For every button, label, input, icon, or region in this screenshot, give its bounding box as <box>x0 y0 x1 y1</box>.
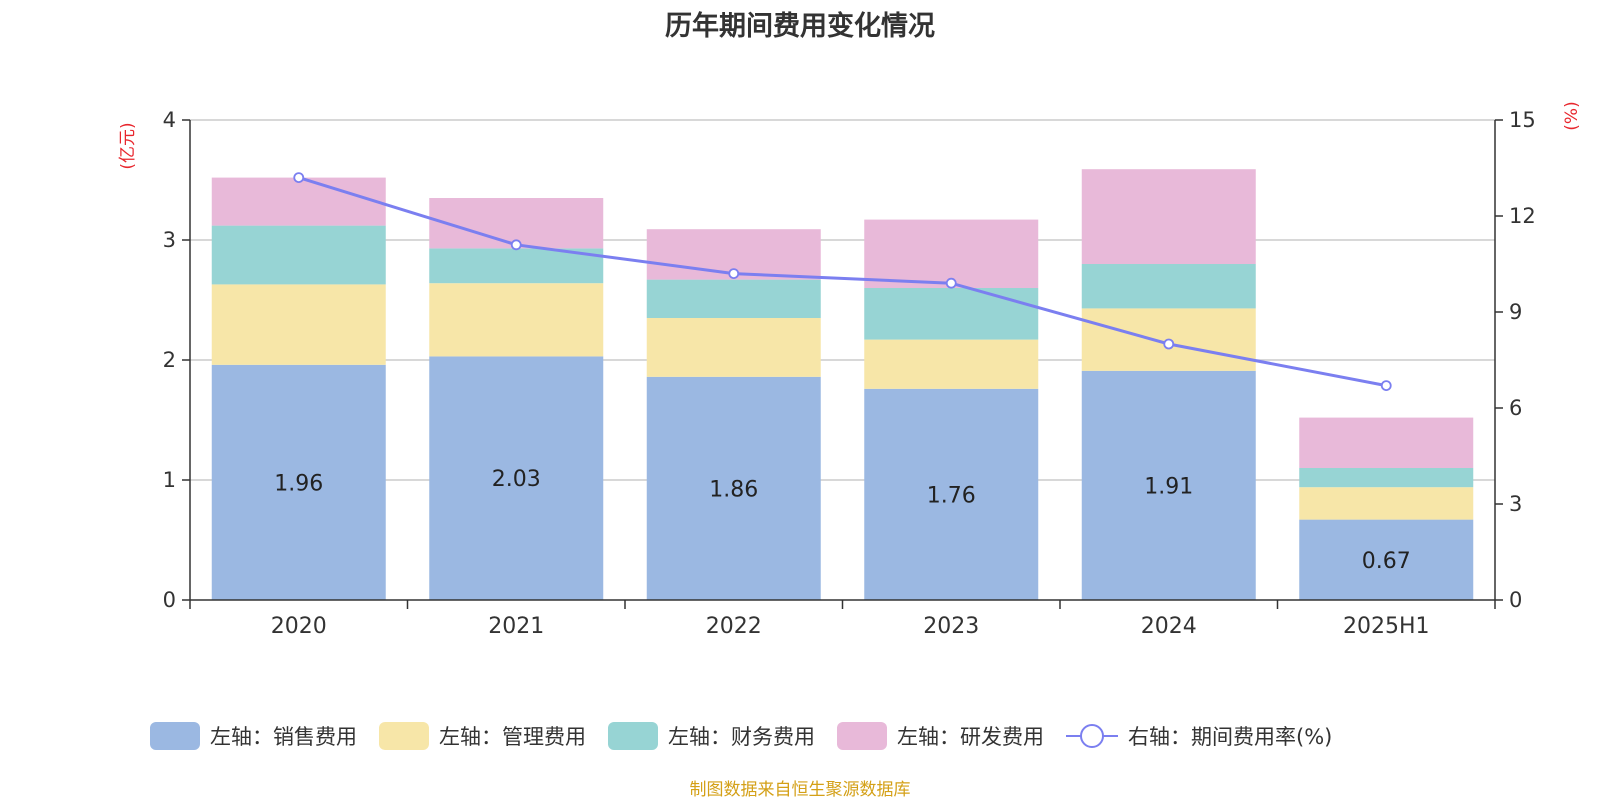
bar-segment <box>211 177 386 226</box>
bars <box>211 169 1474 600</box>
rate-point <box>293 172 305 184</box>
legend-swatch <box>150 722 200 750</box>
data-label: 1.86 <box>709 477 758 502</box>
bar-segment <box>1299 468 1474 488</box>
legend-line-icon <box>1066 724 1118 748</box>
rate-point <box>728 268 740 280</box>
x-tick-label: 2020 <box>271 614 327 639</box>
legend-item[interactable]: 左轴：财务费用 <box>608 721 815 751</box>
x-tick-label: 2021 <box>488 614 544 639</box>
left-tick-label: 0 <box>163 588 176 612</box>
bar-segment <box>1081 370 1256 600</box>
left-axis-unit: (亿元) <box>118 122 138 169</box>
legend-swatch <box>379 722 429 750</box>
bar-segment <box>864 219 1039 288</box>
right-tick-label: 15 <box>1509 108 1536 132</box>
bar-segment <box>211 364 386 600</box>
legend-label: 左轴：财务费用 <box>668 725 815 749</box>
rate-line <box>293 172 1392 392</box>
bar-segment <box>429 356 604 600</box>
right-axis-unit: (%) <box>1562 101 1582 130</box>
rate-line-path <box>298 176 1387 388</box>
left-tick-label: 2 <box>163 348 176 372</box>
bar-segment <box>864 388 1039 600</box>
bar-segment <box>211 225 386 285</box>
chart-title: 历年期间费用变化情况 <box>665 11 935 42</box>
bar-segment <box>864 288 1039 340</box>
bar-segment <box>211 284 386 365</box>
legend: 左轴：销售费用 左轴：管理费用 左轴：财务费用 左轴：研发费用 右轴：期间费用率(%) <box>150 716 1354 756</box>
bar-segment <box>1299 417 1474 468</box>
data-label: 2.03 <box>492 467 541 492</box>
labels: 1.96 2.03 1.86 1.76 1.91 0.67 <box>274 467 1410 574</box>
left-tick-label: 4 <box>163 108 176 132</box>
legend-label: 左轴：研发费用 <box>897 725 1044 749</box>
bar-segment <box>1081 169 1256 264</box>
right-tick-label: 3 <box>1509 492 1522 516</box>
right-tick-label: 6 <box>1509 396 1522 420</box>
rate-point <box>945 277 957 289</box>
data-label: 1.91 <box>1144 474 1193 499</box>
legend-item[interactable]: 左轴：管理费用 <box>379 721 586 751</box>
bar-segment <box>646 318 821 377</box>
x-tick-label: 2024 <box>1141 614 1197 639</box>
source-note: 制图数据来自恒生聚源数据库 <box>689 780 911 800</box>
legend-swatch <box>608 722 658 750</box>
bar-segment <box>646 279 821 318</box>
rate-point <box>1380 380 1392 392</box>
legend-item[interactable]: 右轴：期间费用率(%) <box>1066 721 1332 751</box>
data-label: 1.76 <box>927 483 976 508</box>
bar-segment <box>1299 487 1474 520</box>
bar-segment <box>429 283 604 357</box>
right-tick-label: 0 <box>1509 588 1522 612</box>
bar-segment <box>1299 519 1474 600</box>
legend-label: 右轴：期间费用率(%) <box>1128 725 1333 749</box>
data-label: 1.96 <box>274 471 323 496</box>
bar-segment <box>429 248 604 284</box>
data-label: 0.67 <box>1362 549 1411 574</box>
left-tick-label: 1 <box>163 468 176 492</box>
grid-lines <box>190 119 1495 481</box>
rate-point <box>1163 338 1175 350</box>
legend-label: 左轴：销售费用 <box>210 725 357 749</box>
legend-swatch <box>837 722 887 750</box>
legend-label: 左轴：管理费用 <box>439 725 586 749</box>
right-tick-label: 9 <box>1509 300 1522 324</box>
x-tick-label: 2025H1 <box>1343 614 1430 639</box>
bar-segment <box>864 339 1039 389</box>
bar-segment <box>646 376 821 600</box>
x-tick-label: 2022 <box>706 614 762 639</box>
right-tick-label: 12 <box>1509 204 1536 228</box>
left-tick-label: 3 <box>163 228 176 252</box>
bar-segment <box>1081 264 1256 309</box>
x-tick-label: 2023 <box>923 614 979 639</box>
legend-item[interactable]: 左轴：研发费用 <box>837 721 1044 751</box>
rate-point <box>510 239 522 251</box>
legend-item[interactable]: 左轴：销售费用 <box>150 721 357 751</box>
